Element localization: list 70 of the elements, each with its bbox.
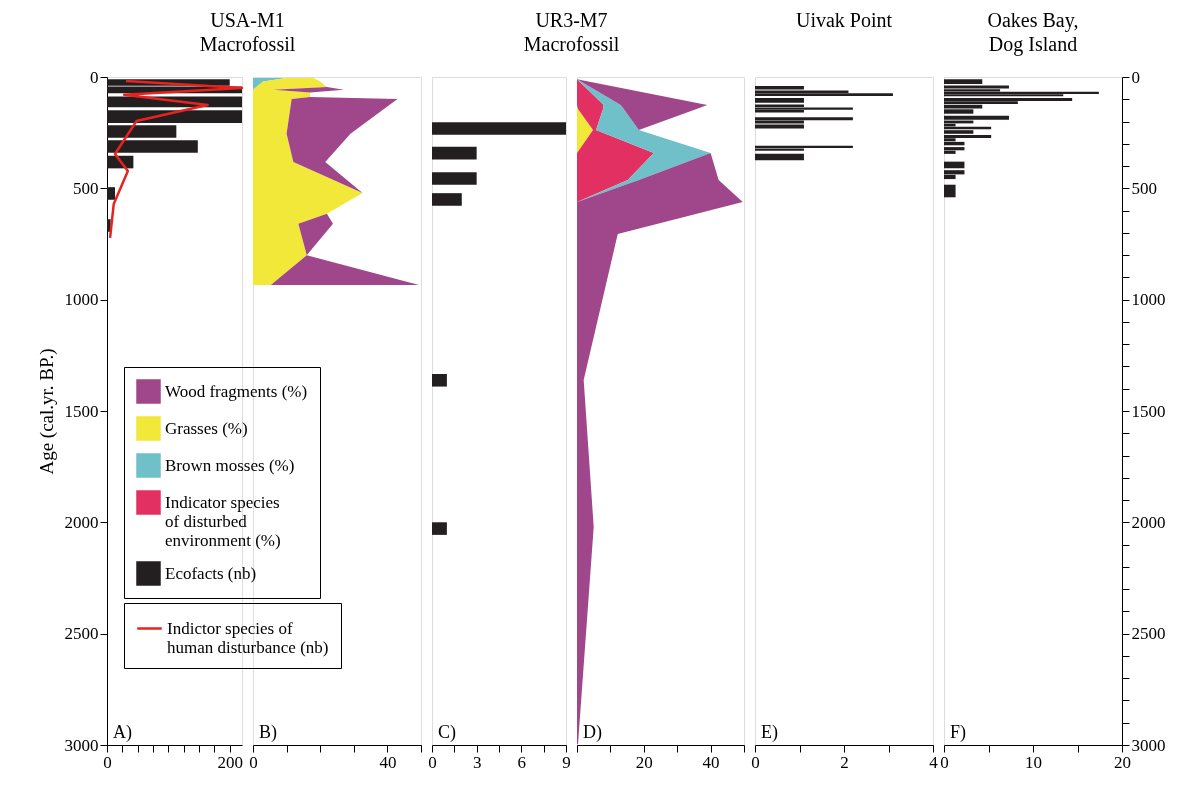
bar xyxy=(432,122,566,135)
x-tick-label: 10 xyxy=(1025,752,1042,772)
bar xyxy=(944,98,1073,101)
legend-label: Indicator species of disturbed environment (%) xyxy=(165,492,281,550)
x-tick-label: 40 xyxy=(702,752,720,772)
legend-label: Wood fragments (%) xyxy=(165,381,308,401)
x-tick-label: 0 xyxy=(940,752,949,772)
bar xyxy=(432,373,447,387)
y-axis-title: Age (cal.yr. BP.) xyxy=(35,348,58,475)
legend-label: Indictor species of human disturbance (nb) xyxy=(167,618,329,657)
y-tick-label: 500 xyxy=(73,178,99,198)
y-tick-label: 0 xyxy=(90,67,99,87)
annotation: F) xyxy=(950,722,967,743)
y-tick-label: 2500 xyxy=(1131,624,1166,644)
x-tick-label: 20 xyxy=(635,752,653,772)
x-tick-label: 4 xyxy=(929,752,939,772)
bar xyxy=(107,110,242,123)
bar xyxy=(944,85,1009,89)
bar xyxy=(755,117,853,121)
bar xyxy=(107,140,198,153)
legend-label: Grasses (%) xyxy=(165,418,248,438)
y-tick-label: 0 xyxy=(1131,67,1140,87)
annotation: D) xyxy=(583,722,602,743)
bar xyxy=(432,146,477,160)
y-tick-label: 1000 xyxy=(1131,290,1166,310)
y-tick-label: 2500 xyxy=(64,624,99,644)
y-tick-label: 2000 xyxy=(1131,512,1166,532)
bar xyxy=(107,125,177,138)
y-tick-label: 1500 xyxy=(64,401,99,421)
annotation: B) xyxy=(259,722,278,743)
legend-label: Ecofacts (nb) xyxy=(165,563,257,583)
chart-title: Uivak Point xyxy=(795,9,893,31)
bar xyxy=(755,97,804,103)
annotation: E) xyxy=(761,722,778,743)
bar xyxy=(944,134,992,138)
bar xyxy=(432,522,447,535)
x-tick-label: 200 xyxy=(217,752,243,772)
y-tick-label: 2000 xyxy=(64,512,99,532)
chart-title: UR3-M7 Macrofossil xyxy=(523,9,620,55)
bar xyxy=(755,93,893,96)
x-tick-label: 6 xyxy=(517,752,527,772)
x-tick-label: 0 xyxy=(428,752,437,772)
bar xyxy=(755,124,804,129)
x-tick-label: 20 xyxy=(1114,752,1131,772)
x-tick-label: 2 xyxy=(840,752,849,772)
bar xyxy=(432,172,477,185)
chart-title: Oakes Bay, Dog Island xyxy=(987,9,1079,56)
bar xyxy=(755,107,853,110)
x-tick-label: 0 xyxy=(249,752,258,772)
bar xyxy=(944,170,965,175)
annotation: C) xyxy=(438,722,457,743)
x-tick-label: 40 xyxy=(379,752,397,772)
x-tick-label: 3 xyxy=(472,752,482,772)
x-tick-label: 9 xyxy=(562,752,571,772)
chart-title: USA-M1 Macrofossil xyxy=(199,9,296,55)
x-tick-label: 0 xyxy=(751,752,760,772)
y-tick-label: 500 xyxy=(1131,178,1157,198)
bar xyxy=(432,193,462,206)
bar xyxy=(944,91,1099,94)
legend-label: Brown mosses (%) xyxy=(165,455,295,475)
annotation: A) xyxy=(113,722,132,743)
y-tick-label: 3000 xyxy=(1131,735,1166,755)
bar xyxy=(944,115,1009,120)
y-tick-label: 1500 xyxy=(1131,401,1166,421)
x-tick-label: 0 xyxy=(103,752,112,772)
bar xyxy=(944,147,965,151)
bar xyxy=(944,79,983,85)
y-tick-label: 3000 xyxy=(64,735,99,755)
bar xyxy=(107,187,115,200)
y-tick-label: 1000 xyxy=(64,290,99,310)
